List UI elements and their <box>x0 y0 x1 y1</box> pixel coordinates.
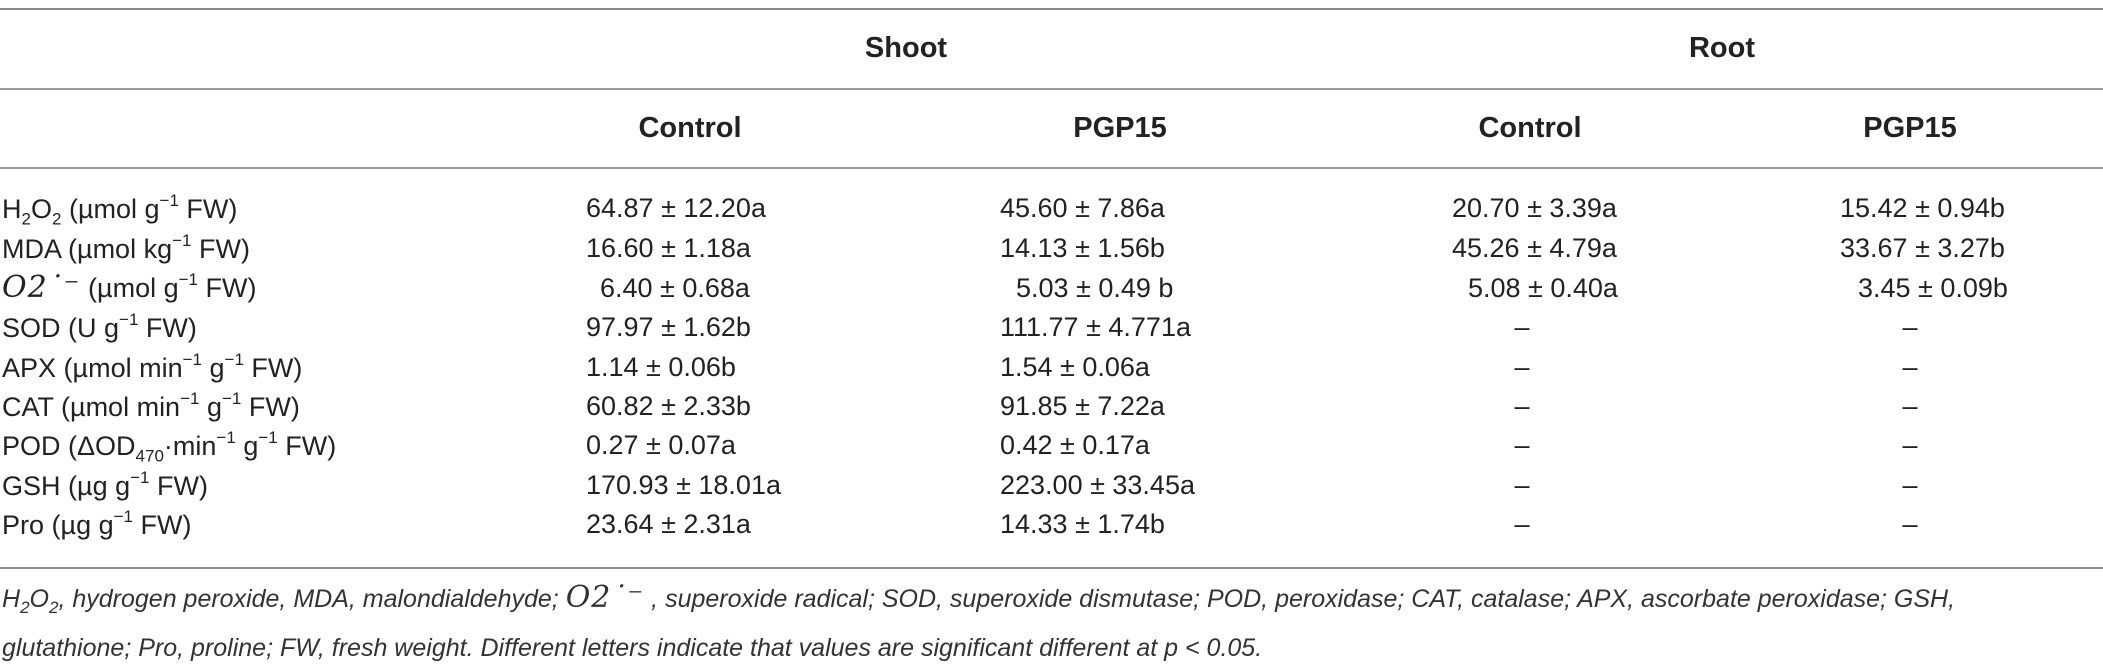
table-cell: 3.45 ± 0.09b <box>1858 273 2008 303</box>
group-header-root: Root <box>1688 32 1756 64</box>
table-cell: 33.67 ± 3.27b <box>1840 233 2005 263</box>
table-cell: 15.42 ± 0.94b <box>1840 193 2005 223</box>
table-cell: 170.93 ± 18.01a <box>586 470 781 500</box>
table-cell: 0.27 ± 0.07a <box>586 430 736 460</box>
table-cell: – <box>1902 312 1918 342</box>
table-cell: 5.03 ± 0.49 b <box>1016 273 1174 303</box>
row-label-h2o2: H2O2 (µmol g−1 FW) <box>2 191 238 229</box>
table-cell: – <box>1514 391 1530 421</box>
column-header-root-control: Control <box>1478 112 1582 144</box>
row-label-apx: APX (µmol min−1 g−1 FW) <box>2 350 303 383</box>
bottom-rule <box>0 567 2103 569</box>
row-label-pro: Pro (µg g−1 FW) <box>2 507 192 540</box>
top-rule <box>0 8 2103 10</box>
table-cell: 20.70 ± 3.39a <box>1452 193 1617 223</box>
table-cell: – <box>1514 352 1530 382</box>
row-label-cat: CAT (µmol min−1 g−1 FW) <box>2 389 300 422</box>
table-cell: 64.87 ± 12.20a <box>586 193 766 223</box>
table-cell: – <box>1902 352 1918 382</box>
table-cell: 97.97 ± 1.62b <box>586 312 751 342</box>
table-cell: 45.26 ± 4.79a <box>1452 233 1617 263</box>
table-cell: – <box>1514 509 1530 539</box>
table-cell: 1.54 ± 0.06a <box>1000 352 1150 382</box>
table-cell: 0.42 ± 0.17a <box>1000 430 1150 460</box>
column-header-shoot-pgp15: PGP15 <box>1073 112 1167 144</box>
row-label-mda: MDA (µmol kg−1 FW) <box>2 231 250 264</box>
table-cell: – <box>1514 470 1530 500</box>
table-cell: 45.60 ± 7.86a <box>1000 193 1165 223</box>
table-cell: 111.77 ± 4.771a <box>1000 312 1191 342</box>
table-cell: 14.13 ± 1.56b <box>1000 233 1165 263</box>
table-cell: – <box>1902 391 1918 421</box>
row-label-gsh: GSH (µg g−1 FW) <box>2 468 208 501</box>
row-label-pod: POD (ΔOD470·min−1 g−1 FW) <box>2 428 337 466</box>
table-cell: – <box>1902 509 1918 539</box>
table-cell: 91.85 ± 7.22a <box>1000 391 1165 421</box>
superoxide-symbol: O2˙⁻ <box>565 580 645 615</box>
table-cell: – <box>1902 430 1918 460</box>
table-cell: 5.08 ± 0.40a <box>1468 273 1618 303</box>
group-header-rule <box>0 88 2103 90</box>
table-cell: 14.33 ± 1.74b <box>1000 509 1165 539</box>
row-label-superoxide: O2˙⁻ (µmol g−1 FW) <box>2 270 257 305</box>
table-cell: 6.40 ± 0.68a <box>600 273 750 303</box>
row-label-sod: SOD (U g−1 FW) <box>2 310 197 343</box>
table-cell: – <box>1514 312 1530 342</box>
table-cell: 16.60 ± 1.18a <box>586 233 751 263</box>
group-header-shoot: Shoot <box>864 32 948 64</box>
column-header-rule <box>0 167 2103 169</box>
table-cell: – <box>1514 430 1530 460</box>
column-header-shoot-control: Control <box>638 112 742 144</box>
table-cell: 23.64 ± 2.31a <box>586 509 751 539</box>
column-header-root-pgp15: PGP15 <box>1863 112 1957 144</box>
table-cell: 223.00 ± 33.45a <box>1000 470 1195 500</box>
superoxide-symbol: O2˙⁻ <box>2 270 81 305</box>
table-cell: – <box>1902 470 1918 500</box>
table-footnote: H2O2, hydrogen peroxide, MDA, malondiald… <box>2 580 1956 662</box>
table-cell: 1.14 ± 0.06b <box>586 352 736 382</box>
table-cell: 60.82 ± 2.33b <box>586 391 751 421</box>
